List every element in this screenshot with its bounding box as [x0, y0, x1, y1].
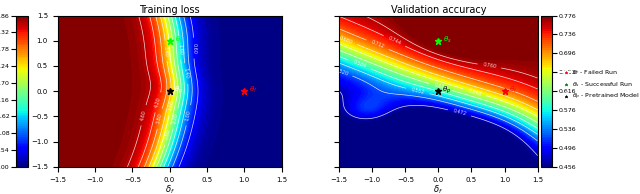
Text: 3.80: 3.80 — [156, 113, 163, 125]
Text: 4.20: 4.20 — [154, 96, 162, 108]
Text: 2.20: 2.20 — [172, 113, 179, 124]
Text: 1.80: 1.80 — [177, 44, 183, 55]
Legend: $\theta_f$ - Failed Run, $\theta_s$ - Successful Run, $\theta_p$ - Pretrained Mo: $\theta_f$ - Failed Run, $\theta_s$ - Su… — [559, 68, 640, 103]
Text: $\theta_p$: $\theta_p$ — [442, 85, 452, 96]
Text: 3.00: 3.00 — [168, 100, 175, 111]
Text: 0.520: 0.520 — [334, 67, 349, 76]
Text: 1.00: 1.00 — [185, 109, 192, 121]
Title: Validation accuracy: Validation accuracy — [390, 5, 486, 15]
Title: Training loss: Training loss — [140, 5, 200, 15]
Text: $\theta_f$: $\theta_f$ — [249, 85, 257, 95]
Text: $\theta_s$: $\theta_s$ — [175, 35, 184, 45]
Text: 0.552: 0.552 — [410, 87, 425, 95]
Text: $\theta_f$: $\theta_f$ — [509, 85, 517, 95]
Text: 1.40: 1.40 — [183, 68, 189, 79]
Text: 0.60: 0.60 — [191, 43, 196, 54]
Text: 0.744: 0.744 — [387, 36, 402, 46]
Text: 0.680: 0.680 — [339, 35, 353, 45]
Text: 0.616: 0.616 — [433, 83, 448, 91]
Text: 0.648: 0.648 — [467, 88, 482, 97]
Text: 3.40: 3.40 — [163, 45, 169, 56]
X-axis label: $\delta_f$: $\delta_f$ — [433, 184, 444, 194]
X-axis label: $\delta_f$: $\delta_f$ — [164, 184, 175, 194]
Text: $\theta_s$: $\theta_s$ — [443, 35, 452, 45]
Text: 2.60: 2.60 — [164, 129, 172, 140]
Y-axis label: $\delta_s$: $\delta_s$ — [19, 86, 31, 96]
Text: 0.712: 0.712 — [370, 40, 385, 50]
Text: 0.760: 0.760 — [482, 62, 497, 70]
Text: 0.584: 0.584 — [352, 60, 367, 69]
Text: $\theta_p$: $\theta_p$ — [174, 85, 183, 96]
Text: 4.60: 4.60 — [140, 109, 147, 121]
Text: 0.472: 0.472 — [452, 109, 467, 117]
